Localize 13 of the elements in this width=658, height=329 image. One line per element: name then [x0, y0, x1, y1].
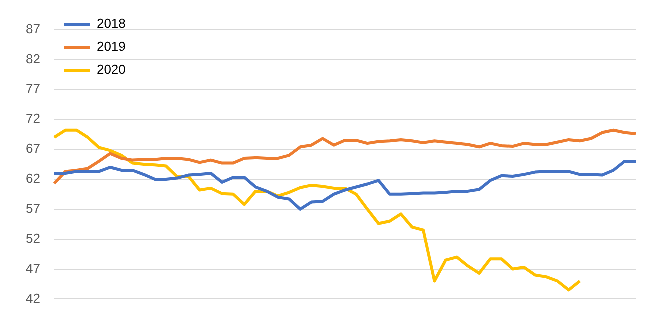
legend-label: 2019 — [96, 39, 126, 54]
y-tick-label: 57 — [26, 200, 40, 216]
y-tick-label: 82 — [26, 51, 40, 66]
legend-label: 2018 — [96, 16, 126, 32]
legend-label: 2020 — [96, 62, 126, 78]
y-tick-label: 47 — [26, 260, 40, 276]
y-tick-label: 67 — [26, 141, 40, 156]
y-tick-label: 87 — [26, 21, 40, 36]
y-tick-label: 42 — [26, 290, 40, 306]
y-tick-label: 62 — [26, 171, 40, 186]
y-tick-label: 52 — [26, 230, 40, 246]
y-tick-label: 72 — [26, 111, 40, 126]
y-tick-label: 77 — [26, 81, 40, 96]
